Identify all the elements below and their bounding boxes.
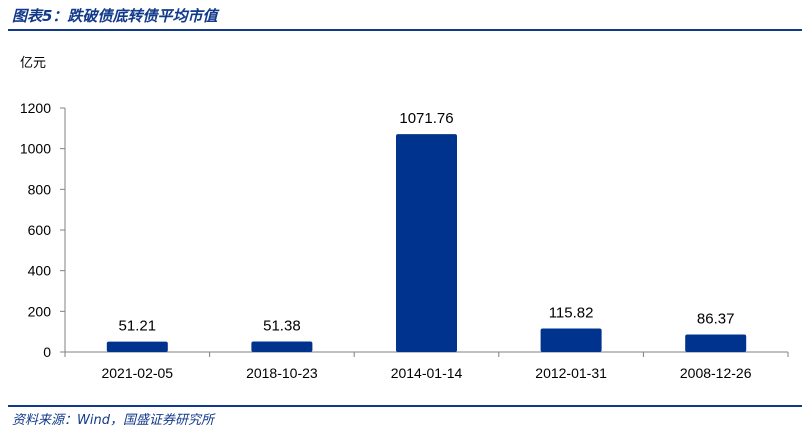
bar-value-label: 86.37 bbox=[697, 310, 735, 327]
x-tick-label: 2008-12-26 bbox=[680, 365, 752, 381]
x-tick-label: 2012-01-31 bbox=[535, 365, 607, 381]
y-tick-label: 200 bbox=[28, 303, 52, 319]
bar bbox=[540, 328, 602, 352]
bar-value-label: 115.82 bbox=[549, 304, 594, 321]
bar-value-label: 1071.76 bbox=[399, 110, 453, 127]
y-axis: 0 200 400 600 800 1000 1200 bbox=[20, 100, 66, 360]
bar-value-label: 51.21 bbox=[119, 318, 157, 335]
bar bbox=[106, 341, 168, 352]
bars bbox=[106, 134, 747, 352]
x-axis: 2021-02-05 2018-10-23 2014-01-14 2012-01-31… bbox=[64, 351, 789, 381]
x-tick-label: 2014-01-14 bbox=[391, 365, 463, 381]
y-tick-label: 600 bbox=[28, 222, 52, 238]
y-tick-label: 400 bbox=[28, 263, 52, 279]
figure-title: 图表5：跌破债底转债平均市值 bbox=[12, 7, 218, 25]
y-tick-label: 800 bbox=[28, 181, 52, 197]
y-tick-label: 1200 bbox=[20, 100, 51, 116]
bar bbox=[396, 134, 457, 352]
bar bbox=[685, 334, 747, 352]
y-tick-label: 1000 bbox=[20, 141, 51, 157]
x-tick-label: 2018-10-23 bbox=[246, 365, 318, 381]
data-labels: 51.21 51.38 1071.76 115.82 86.37 bbox=[119, 110, 735, 335]
bar-value-label: 51.38 bbox=[263, 318, 301, 335]
header-rule bbox=[8, 29, 802, 31]
source-note: 资料来源：Wind，国盛证券研究所 bbox=[12, 413, 214, 428]
y-axis-unit-label: 亿元 bbox=[20, 56, 47, 71]
bar bbox=[251, 341, 313, 352]
footer-rule bbox=[8, 405, 802, 407]
y-tick-label: 0 bbox=[43, 344, 51, 360]
x-tick-label: 2021-02-05 bbox=[101, 365, 173, 381]
